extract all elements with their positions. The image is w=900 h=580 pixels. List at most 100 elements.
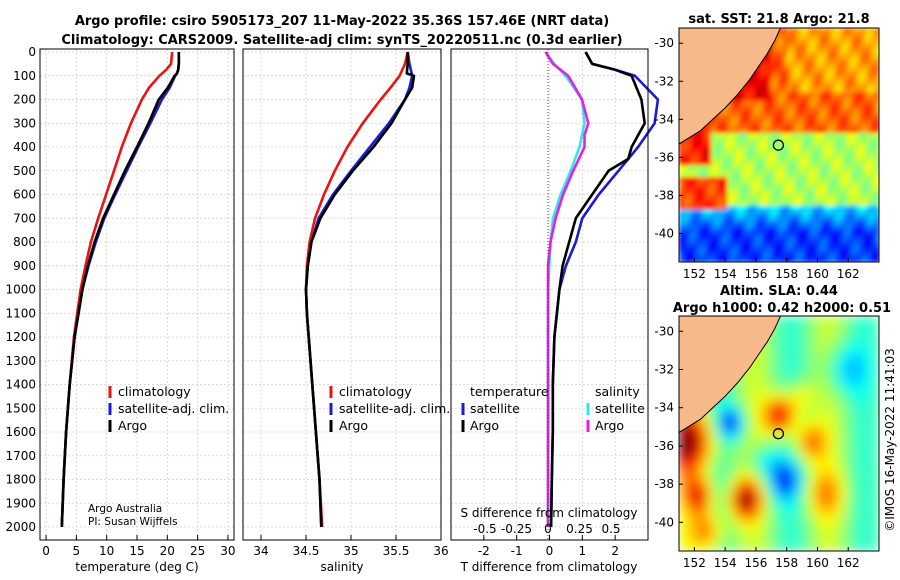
map-cell <box>871 52 876 57</box>
map-cell <box>767 132 772 138</box>
map-cell <box>827 52 832 57</box>
map-cell <box>759 193 764 199</box>
map-cell <box>743 257 748 262</box>
map-cell <box>803 92 808 98</box>
map-cell <box>855 181 860 186</box>
map-cell <box>804 453 810 460</box>
map-cell <box>739 173 744 178</box>
map-cell <box>759 108 764 114</box>
map-cell <box>691 157 696 162</box>
map-cell <box>779 108 784 114</box>
map-cell <box>715 157 720 162</box>
map-cell <box>803 84 808 90</box>
map-cell <box>739 229 744 235</box>
map-cell <box>679 257 684 262</box>
map-cell <box>811 68 816 73</box>
map-cell <box>844 387 850 394</box>
map-cell <box>743 249 748 255</box>
map-cell <box>735 116 740 122</box>
map-cell <box>867 136 872 142</box>
map-cell <box>854 418 860 424</box>
map-cell <box>844 443 850 450</box>
map-cell <box>703 132 708 138</box>
map-cell <box>851 40 856 45</box>
map-cell <box>744 469 750 475</box>
map-cell <box>819 377 825 384</box>
map-cell <box>794 505 800 511</box>
map-cell <box>739 193 744 199</box>
map-cell <box>794 520 800 527</box>
map-cell <box>723 112 728 118</box>
map-cell <box>824 428 830 435</box>
map-cell <box>814 341 820 348</box>
map-cell <box>707 189 712 195</box>
map-cell <box>715 209 720 215</box>
map-cell <box>795 64 800 69</box>
map-cell <box>769 459 775 465</box>
map-cell <box>774 448 780 455</box>
map-cell <box>747 88 752 94</box>
map-cell <box>729 505 735 511</box>
map-cell <box>863 64 868 69</box>
map-cell <box>711 249 716 255</box>
map-cell <box>727 136 732 142</box>
map-cell <box>875 32 879 37</box>
map-cell <box>831 209 836 215</box>
map-cell <box>787 161 792 166</box>
map-cell <box>687 193 692 199</box>
map-cell <box>715 128 720 134</box>
map-cell <box>827 221 832 227</box>
map-cell <box>849 545 855 551</box>
map-cell <box>809 397 815 404</box>
map-cell <box>795 140 800 146</box>
map-cell <box>799 120 804 126</box>
map-cell <box>679 515 685 521</box>
map-cell <box>744 489 750 496</box>
map-cell <box>727 145 732 150</box>
map-cell <box>715 193 720 199</box>
map-cell <box>724 510 730 516</box>
map-cell <box>839 185 844 190</box>
map-cell <box>689 428 695 435</box>
map-cell <box>815 217 820 223</box>
map-cell <box>875 177 879 182</box>
map-cell <box>689 545 695 551</box>
map-cell <box>843 249 848 255</box>
map-cell <box>811 108 816 114</box>
map-cell <box>759 132 764 138</box>
map-cell <box>695 132 700 138</box>
map-cell <box>791 225 796 231</box>
map-cell <box>855 237 860 243</box>
map-cell <box>755 104 760 110</box>
map-cell <box>795 161 800 166</box>
map-cell <box>751 257 756 262</box>
map-cell <box>739 257 744 262</box>
map-cell <box>775 136 780 142</box>
map-cell <box>743 237 748 243</box>
map-cell <box>814 346 820 353</box>
map-cell <box>763 88 768 94</box>
map-cell <box>754 372 760 378</box>
map-cell <box>739 510 745 516</box>
map-cell <box>779 132 784 138</box>
map-cell <box>739 469 745 475</box>
map-cell <box>783 56 788 61</box>
map-cell <box>814 433 820 440</box>
map-cell <box>699 530 705 537</box>
map-cell <box>775 36 780 41</box>
map-cell <box>767 149 772 154</box>
map-cell <box>819 423 825 429</box>
map-cell <box>823 257 828 262</box>
map-cell <box>823 181 828 186</box>
map-cell <box>831 253 836 259</box>
map-cell <box>727 205 732 211</box>
map-cell <box>679 484 685 491</box>
map-cell <box>815 132 820 138</box>
map-cell <box>787 169 792 174</box>
map-cell <box>843 108 848 114</box>
map-cell <box>779 397 785 404</box>
map-cell <box>759 177 764 182</box>
map-cell <box>855 249 860 255</box>
map-cell <box>859 479 865 486</box>
map-cell <box>739 433 745 440</box>
